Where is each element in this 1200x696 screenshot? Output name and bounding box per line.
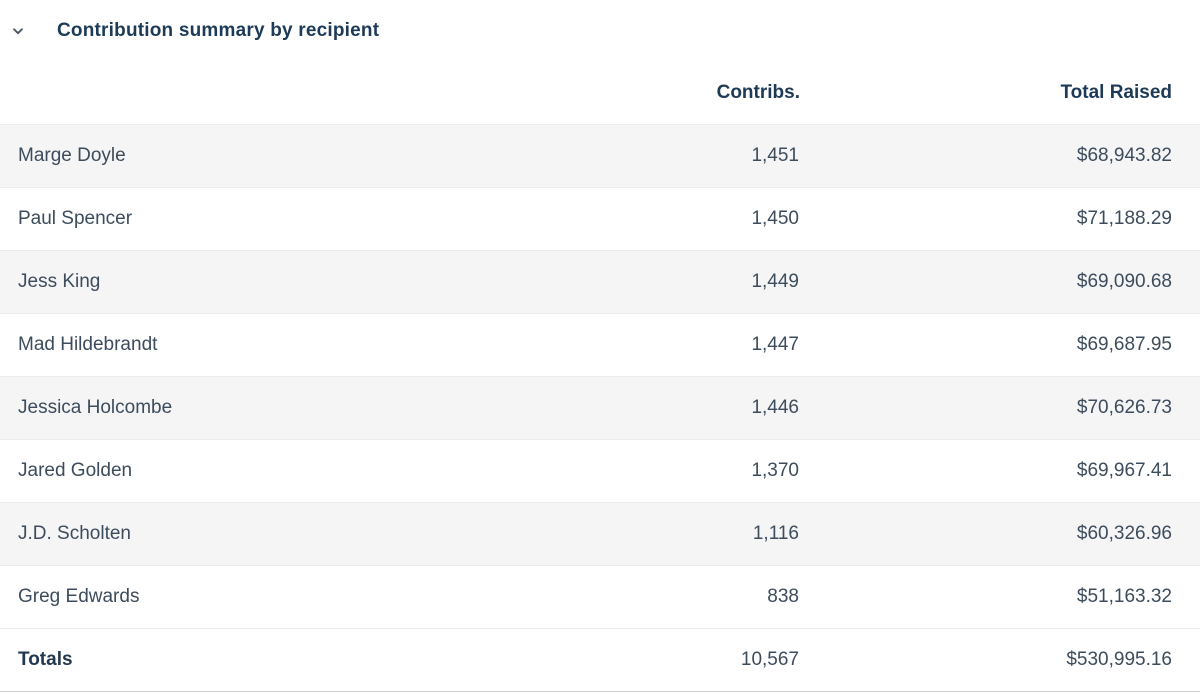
totals-row: Totals 10,567 $530,995.16 [0, 628, 1200, 692]
contribs-value: 1,116 [752, 523, 799, 544]
table-row: Greg Edwards 838 $51,163.32 [0, 565, 1200, 629]
panel-header: Contribution summary by recipient [0, 14, 1200, 48]
table-row: Marge Doyle 1,451 $68,943.82 [0, 124, 1200, 188]
column-header-total-raised: Total Raised [1060, 82, 1172, 103]
table-row: Jess King 1,449 $69,090.68 [0, 250, 1200, 314]
recipient-name: Jess King [18, 271, 101, 292]
recipient-name: Paul Spencer [18, 208, 133, 229]
table-body: Marge Doyle 1,451 $68,943.82 Paul Spencer 1,… [0, 124, 1200, 629]
contribs-value: 1,447 [751, 334, 799, 355]
contribs-value: 1,446 [751, 397, 799, 418]
recipient-name: Greg Edwards [18, 586, 140, 607]
total-raised-value: $68,943.82 [1076, 145, 1172, 166]
totals-contribs: 10,567 [740, 649, 799, 670]
total-raised-value: $70,626.73 [1076, 397, 1172, 418]
table-row: Jessica Holcombe 1,446 $70,626.73 [0, 376, 1200, 440]
total-raised-value: $69,967.41 [1076, 460, 1172, 481]
contribs-value: 1,370 [751, 460, 799, 481]
total-raised-value: $69,687.95 [1076, 334, 1172, 355]
chevron-down-icon[interactable] [9, 22, 27, 40]
table-row: Jared Golden 1,370 $69,967.41 [0, 439, 1200, 503]
contribs-value: 1,451 [751, 145, 799, 166]
panel-title: Contribution summary by recipient [57, 20, 380, 41]
total-raised-value: $71,188.29 [1076, 208, 1172, 229]
summary-table: Contribs. Total Raised Marge Doyle 1,451 $… [0, 50, 1200, 692]
contribs-value: 1,450 [751, 208, 799, 229]
totals-label: Totals [18, 649, 73, 670]
recipient-name: Mad Hildebrandt [18, 334, 158, 355]
total-raised-value: $69,090.68 [1076, 271, 1172, 292]
table-header: Contribs. Total Raised [0, 50, 1200, 125]
recipient-name: Marge Doyle [18, 145, 126, 166]
recipient-name: Jared Golden [18, 460, 133, 481]
total-raised-value: $51,163.32 [1076, 586, 1172, 607]
column-header-recipient [0, 50, 600, 125]
table-footer: Totals 10,567 $530,995.16 [0, 628, 1200, 692]
contribs-value: 838 [767, 586, 799, 607]
contribs-value: 1,449 [751, 271, 799, 292]
table-row: J.D. Scholten 1,116 $60,326.96 [0, 502, 1200, 566]
column-header-contribs: Contribs. [716, 82, 800, 103]
table-row: Paul Spencer 1,450 $71,188.29 [0, 187, 1200, 251]
recipient-name: Jessica Holcombe [18, 397, 173, 418]
recipient-name: J.D. Scholten [18, 523, 131, 544]
totals-total-raised: $530,995.16 [1066, 649, 1172, 670]
total-raised-value: $60,326.96 [1076, 523, 1172, 544]
table-row: Mad Hildebrandt 1,447 $69,687.95 [0, 313, 1200, 377]
